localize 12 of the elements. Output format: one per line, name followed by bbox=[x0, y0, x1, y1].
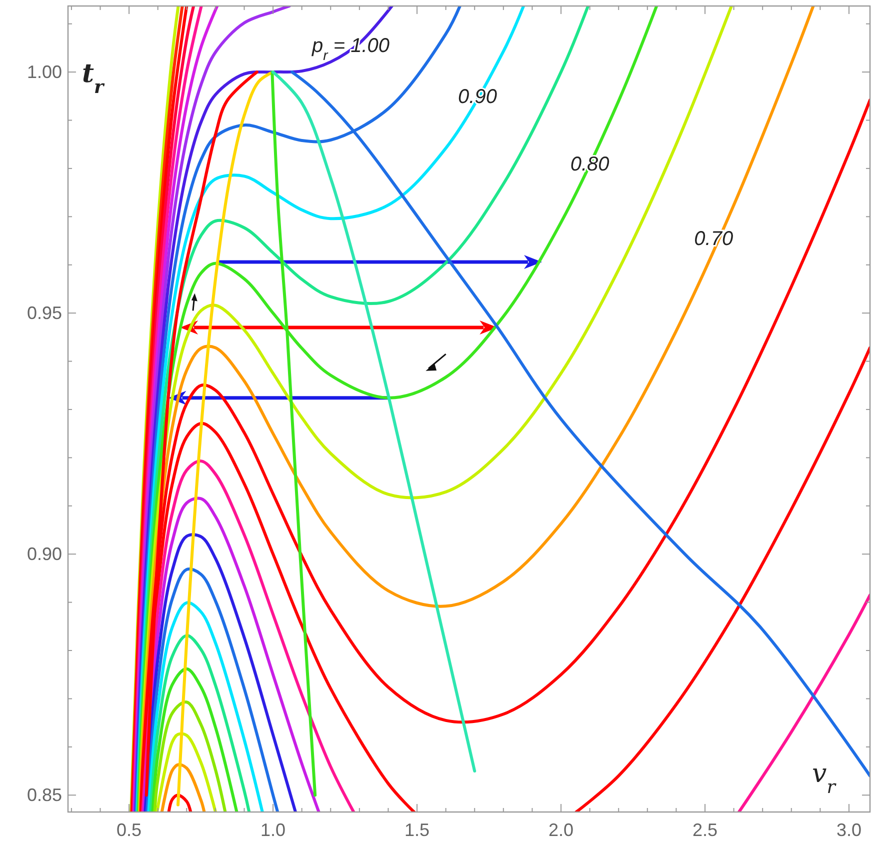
x-tick-label: 2.5 bbox=[692, 820, 718, 840]
x-tick-label: 1.5 bbox=[404, 820, 430, 840]
y-tick-label: 0.85 bbox=[26, 785, 62, 806]
y-tick-label: 0.90 bbox=[26, 544, 62, 564]
x-tick-label: 1.0 bbox=[260, 820, 286, 840]
y-tick-label: 1.00 bbox=[26, 62, 62, 82]
x-tick-label: 3.0 bbox=[836, 820, 862, 840]
y-tick-label: 0.95 bbox=[26, 303, 62, 324]
y-axis-title: t$_{r}$ bbox=[82, 59, 106, 98]
x-tick-label: 2.0 bbox=[548, 820, 574, 840]
x-axis-title: v$_{r}$ bbox=[812, 759, 837, 798]
x-tick-label: 0.5 bbox=[116, 820, 142, 840]
